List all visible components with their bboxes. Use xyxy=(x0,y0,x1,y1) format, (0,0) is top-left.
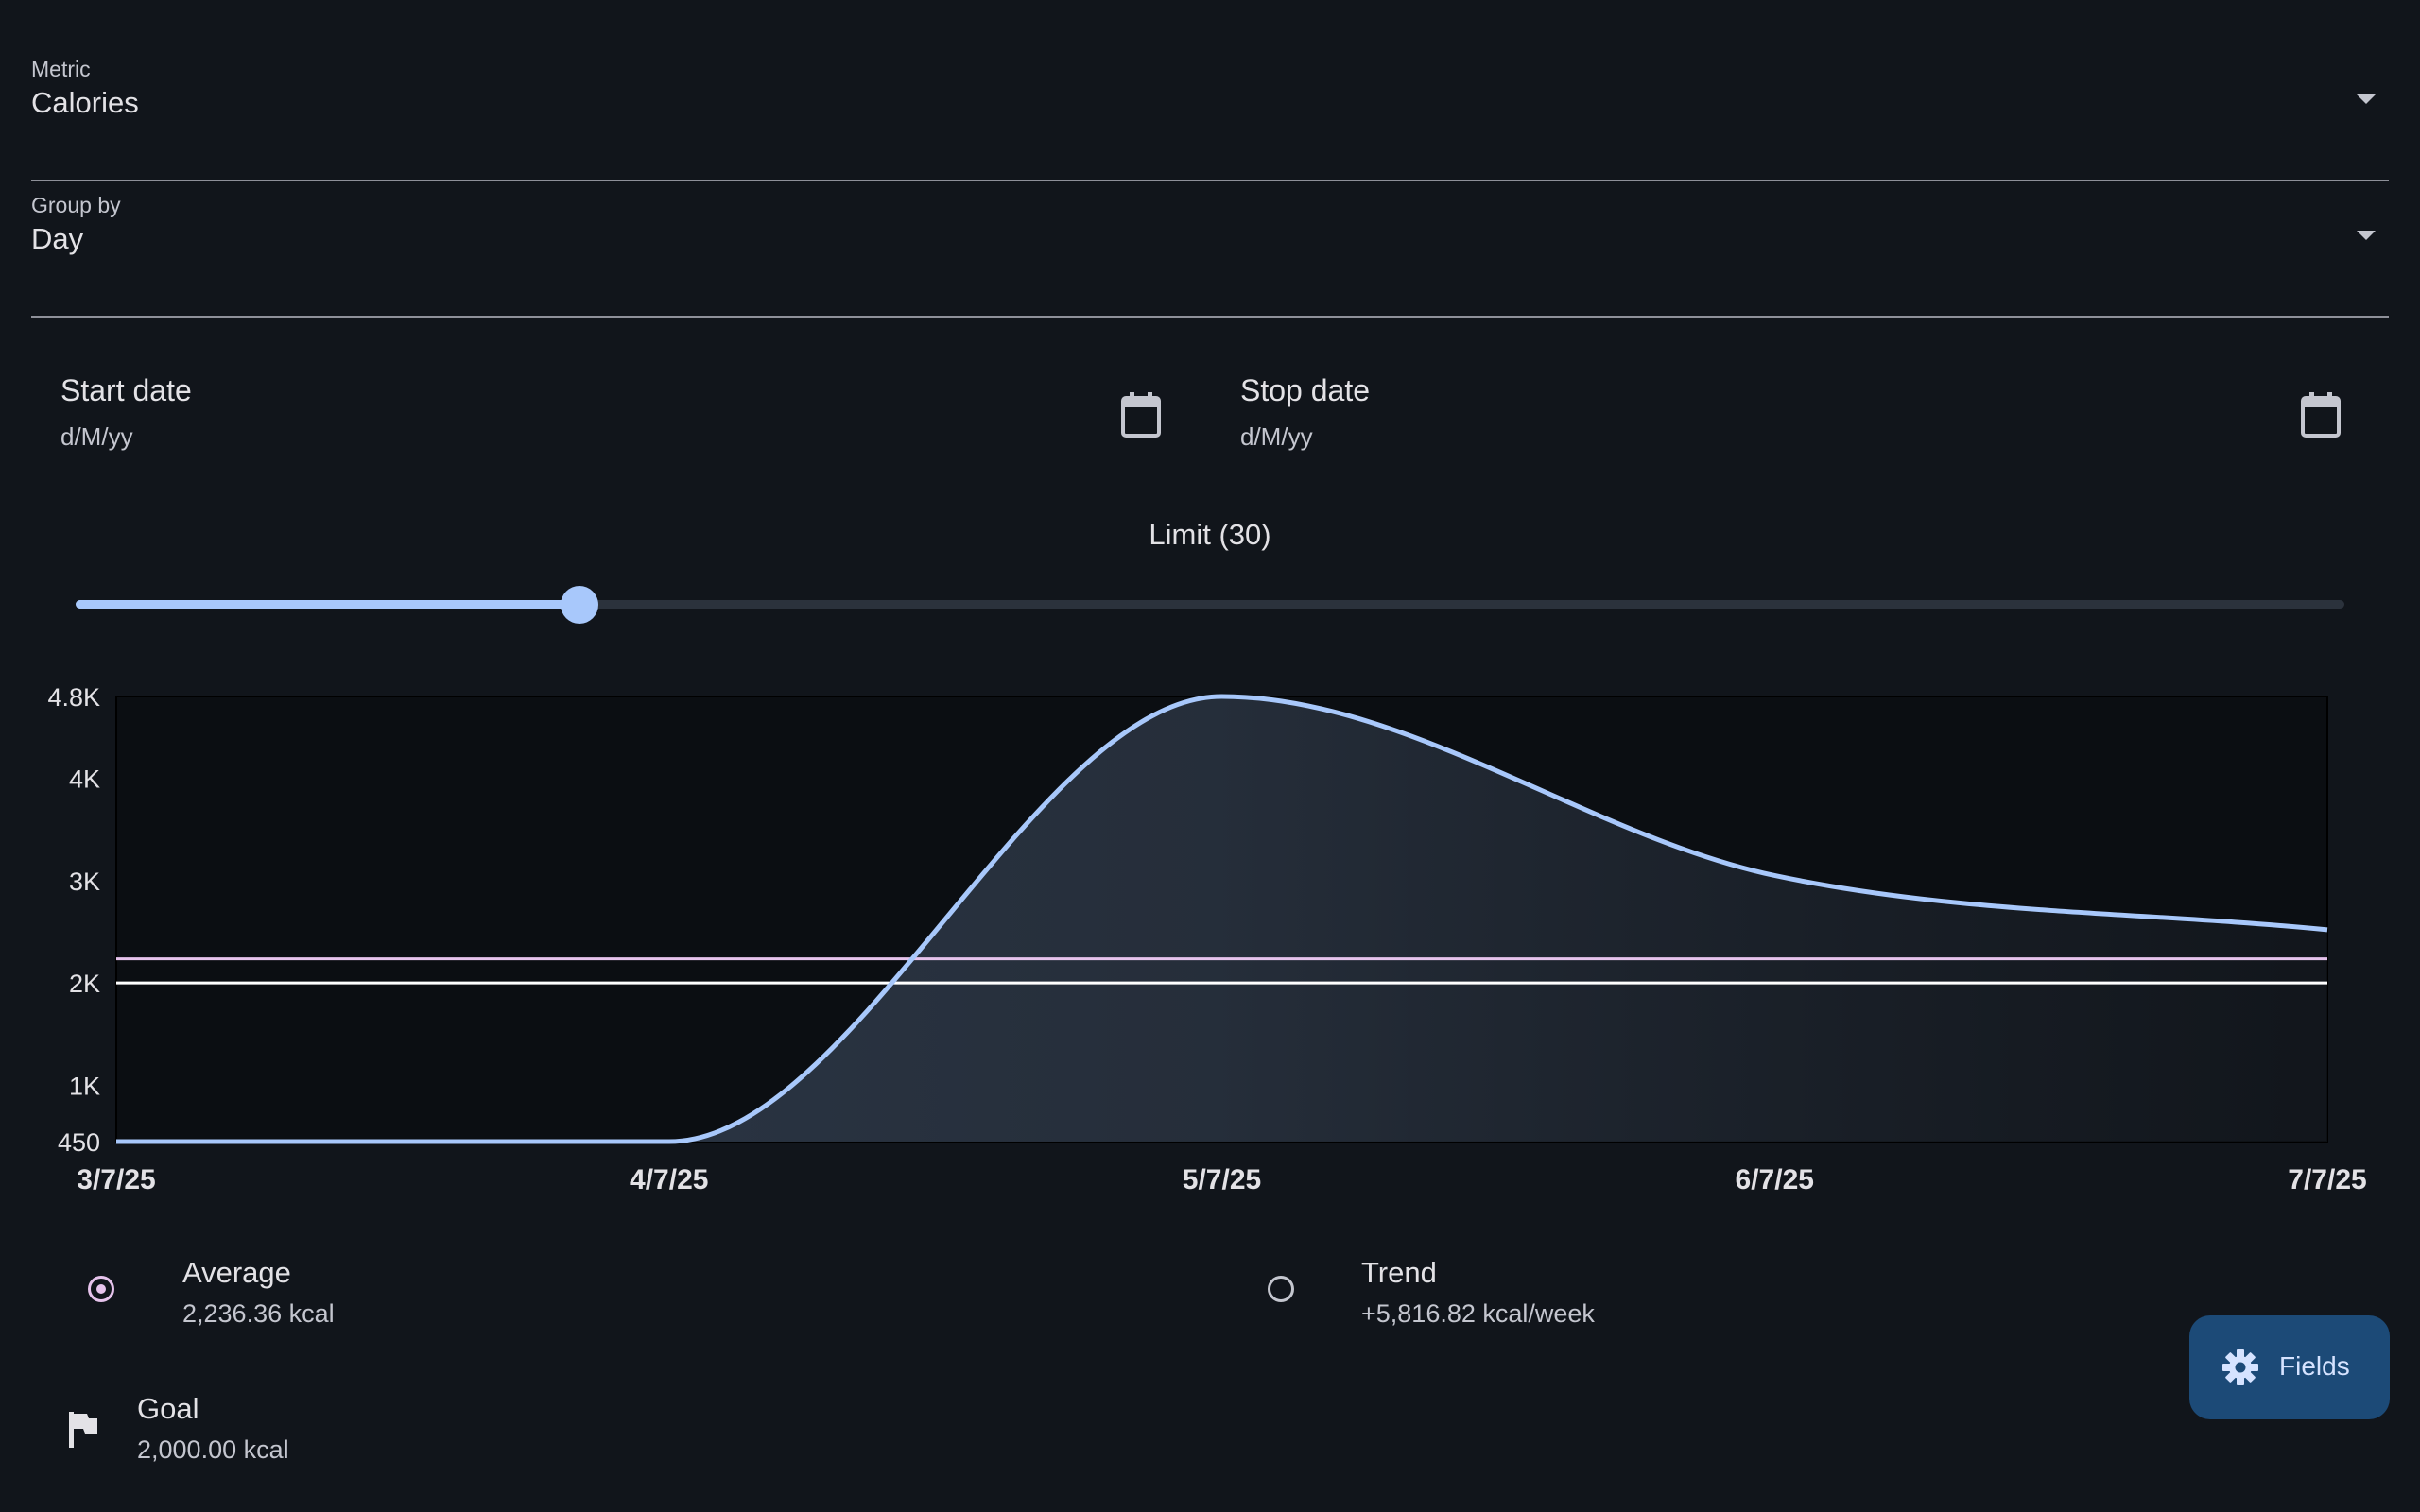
flag-icon xyxy=(69,1412,97,1448)
goal-stat: Goal 2,000.00 kcal xyxy=(66,1389,539,1474)
group-by-value: Day xyxy=(31,222,84,255)
fields-label: Fields xyxy=(2279,1351,2350,1381)
trend-stat[interactable]: Trend +5,816.82 kcal/week xyxy=(1265,1253,1832,1338)
group-by-dropdown[interactable]: Group by Day xyxy=(31,193,2389,318)
series-line xyxy=(116,694,2328,1144)
metric-label: Metric xyxy=(31,57,91,81)
stop-date-placeholder: d/M/yy xyxy=(1240,422,1313,451)
metric-value: Calories xyxy=(31,86,139,119)
area-fill xyxy=(116,696,2327,1142)
stop-date-label: Stop date xyxy=(1240,373,1370,407)
goal-value: 2,000.00 kcal xyxy=(137,1435,289,1464)
x-tick-label: 7/7/25 xyxy=(2288,1164,2366,1195)
start-date-label: Start date xyxy=(60,373,192,407)
trend-radio[interactable] xyxy=(1268,1276,1294,1302)
x-tick-label: 6/7/25 xyxy=(1736,1164,1814,1195)
fields-button[interactable]: Fields xyxy=(2189,1315,2390,1419)
start-date-field[interactable]: Start date d/M/yy xyxy=(60,373,1100,468)
y-tick-label: 4K xyxy=(69,765,100,794)
trend-title: Trend xyxy=(1361,1256,1437,1289)
average-title: Average xyxy=(182,1256,291,1289)
goal-title: Goal xyxy=(137,1392,199,1425)
limit-label: Limit (30) xyxy=(1149,518,1271,551)
y-tick-label: 3K xyxy=(69,868,100,896)
dropdown-arrow-icon xyxy=(2357,231,2376,240)
group-by-label: Group by xyxy=(31,193,121,217)
slider-track xyxy=(76,600,2344,609)
stop-date-field[interactable]: Stop date d/M/yy xyxy=(1240,373,2280,468)
start-date-placeholder: d/M/yy xyxy=(60,422,133,451)
average-radio[interactable] xyxy=(88,1276,114,1302)
slider-thumb[interactable] xyxy=(560,586,598,624)
stop-date-calendar-icon[interactable] xyxy=(2298,390,2345,439)
calories-chart: 450 1K 2K 3K 4K 4.8K 3/7/25 4/7/25 5/7/25 6/7/25… xyxy=(47,683,2366,1195)
y-tick-label: 1K xyxy=(69,1072,100,1100)
trend-value: +5,816.82 kcal/week xyxy=(1361,1299,1595,1328)
x-tick-label: 3/7/25 xyxy=(77,1164,155,1195)
average-value: 2,236.36 kcal xyxy=(182,1299,335,1328)
y-tick-label: 450 xyxy=(58,1128,100,1157)
dropdown-arrow-icon xyxy=(2357,94,2376,104)
limit-slider[interactable] xyxy=(76,584,2344,626)
average-stat[interactable]: Average 2,236.36 kcal xyxy=(85,1253,558,1338)
x-tick-label: 4/7/25 xyxy=(630,1164,708,1195)
gear-icon xyxy=(2222,1349,2258,1385)
metric-dropdown[interactable]: Metric Calories xyxy=(31,57,2389,181)
y-tick-label: 4.8K xyxy=(47,683,100,712)
y-tick-label: 2K xyxy=(69,970,100,998)
x-tick-label: 5/7/25 xyxy=(1183,1164,1261,1195)
start-date-calendar-icon[interactable] xyxy=(1118,390,1166,439)
slider-fill xyxy=(76,600,579,609)
